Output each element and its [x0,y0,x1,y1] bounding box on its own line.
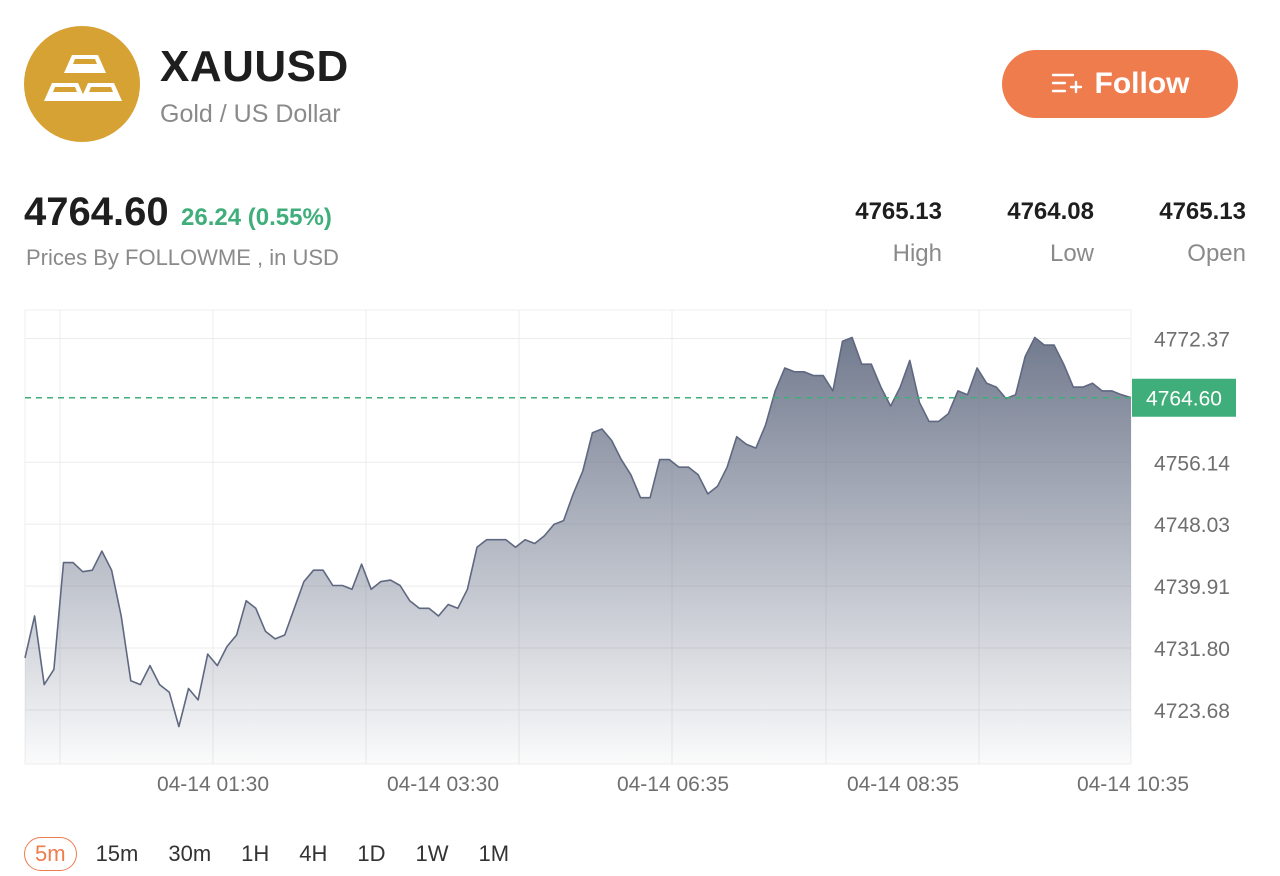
instrument-name: Gold / US Dollar [160,100,341,128]
price-line [24,336,1132,728]
follow-button[interactable]: Follow [1002,50,1238,118]
timeframe-1w[interactable]: 1W [415,841,449,866]
price-chart[interactable]: 4772.37 4756.14 4748.03 4739.91 4731.80 4723.… [0,300,1280,810]
y-tick-label: 4772.37 [1154,328,1230,351]
current-price-label: 4764.60 [1146,388,1222,411]
current-price: 4764.60 [24,190,169,234]
y-tick-label: 4739.91 [1154,576,1230,599]
gold-bars-icon [24,26,140,142]
follow-label: Follow [1094,67,1190,100]
current-price-badge [1132,378,1236,417]
stat-high-label: High [892,240,942,267]
x-tick-label: 04-14 06:35 [617,773,729,796]
price-change: 26.24 (0.55%) [181,204,332,231]
timeframe-4h[interactable]: 4H [299,841,328,866]
y-tick-label: 4756.14 [1154,452,1230,475]
instrument-header: XAUUSD Gold / US Dollar Follow [24,26,1256,142]
x-tick-label: 04-14 10:35 [1077,773,1189,796]
stat-open-label: Open [1187,240,1246,267]
stat-low-value: 4764.08 [1007,198,1094,225]
stat-high: 4765.13 High [855,198,942,268]
timeframe-1h[interactable]: 1H [241,841,270,866]
price-source: Prices By FOLLOWME , in USD [26,245,339,270]
y-tick-label: 4748.03 [1154,514,1230,537]
timeframe-1d[interactable]: 1D [357,841,386,866]
stat-open-value: 4765.13 [1159,198,1246,225]
list-add-icon [1051,73,1082,94]
y-tick-label: 4731.80 [1154,638,1230,661]
price-chart-svg[interactable]: 4772.37 4756.14 4748.03 4739.91 4731.80 4723.… [0,300,1280,810]
price-area [25,337,1131,764]
stat-low: 4764.08 Low [1007,198,1094,268]
stat-open: 4765.13 Open [1159,198,1246,268]
x-tick-label: 04-14 01:30 [157,773,269,796]
timeframe-15m[interactable]: 15m [95,841,139,866]
quote-summary: 4764.60 26.24 (0.55%) [24,190,332,235]
timeframe-1m[interactable]: 1M [478,841,510,866]
timeframe-5m[interactable]: 5m [24,837,77,871]
stat-low-label: Low [1049,240,1094,267]
timeframe-30m[interactable]: 30m [168,841,212,866]
x-tick-label: 04-14 08:35 [847,773,959,796]
y-tick-label: 4723.68 [1154,700,1230,723]
instrument-symbol: XAUUSD [160,42,349,91]
stat-high-value: 4765.13 [855,198,942,225]
x-tick-label: 04-14 03:30 [387,773,499,796]
timeframe-selector: 5m 15m 30m 1H 4H 1D 1W 1M [24,836,528,872]
